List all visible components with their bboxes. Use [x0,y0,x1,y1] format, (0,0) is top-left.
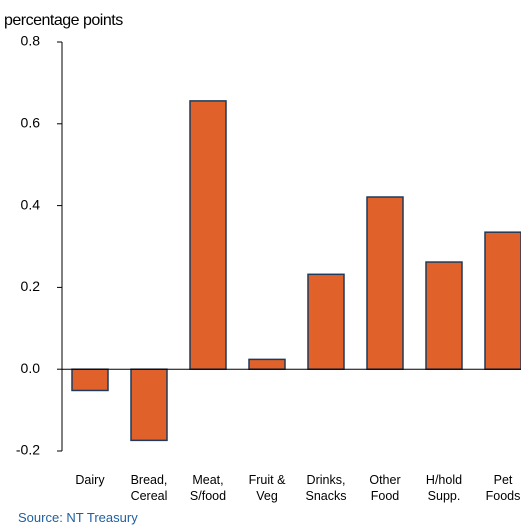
y-tick-label: -0.2 [16,442,40,458]
bar [425,261,463,370]
bar [130,368,168,442]
bar [189,100,227,370]
bar [307,273,345,370]
x-tick-label: Fruit & Veg [248,473,286,503]
x-tick-label: Bread, Cereal [130,473,168,503]
y-axis-title: percentage points [4,12,123,29]
bar [484,231,521,370]
x-tick-label: Meat, S/food [189,473,227,503]
x-tick-label: Other Food [369,473,401,503]
y-tick-label: 0.4 [21,196,41,212]
source: Source: NT Treasury [18,510,138,525]
bar [71,368,109,392]
y-tick-label: 0.6 [21,115,41,131]
bar [248,358,286,370]
y-tick-label: 0.2 [21,278,41,294]
y-tick-label: 0.8 [21,33,41,49]
x-tick-label: Dairy [75,473,105,487]
x-tick-label: Pet Foods [485,473,521,503]
y-tick-label: 0.0 [21,360,41,376]
bar [366,196,404,370]
x-tick-label: H/hold Supp. [425,473,463,503]
x-tick-label: Drinks, Snacks [305,473,347,503]
